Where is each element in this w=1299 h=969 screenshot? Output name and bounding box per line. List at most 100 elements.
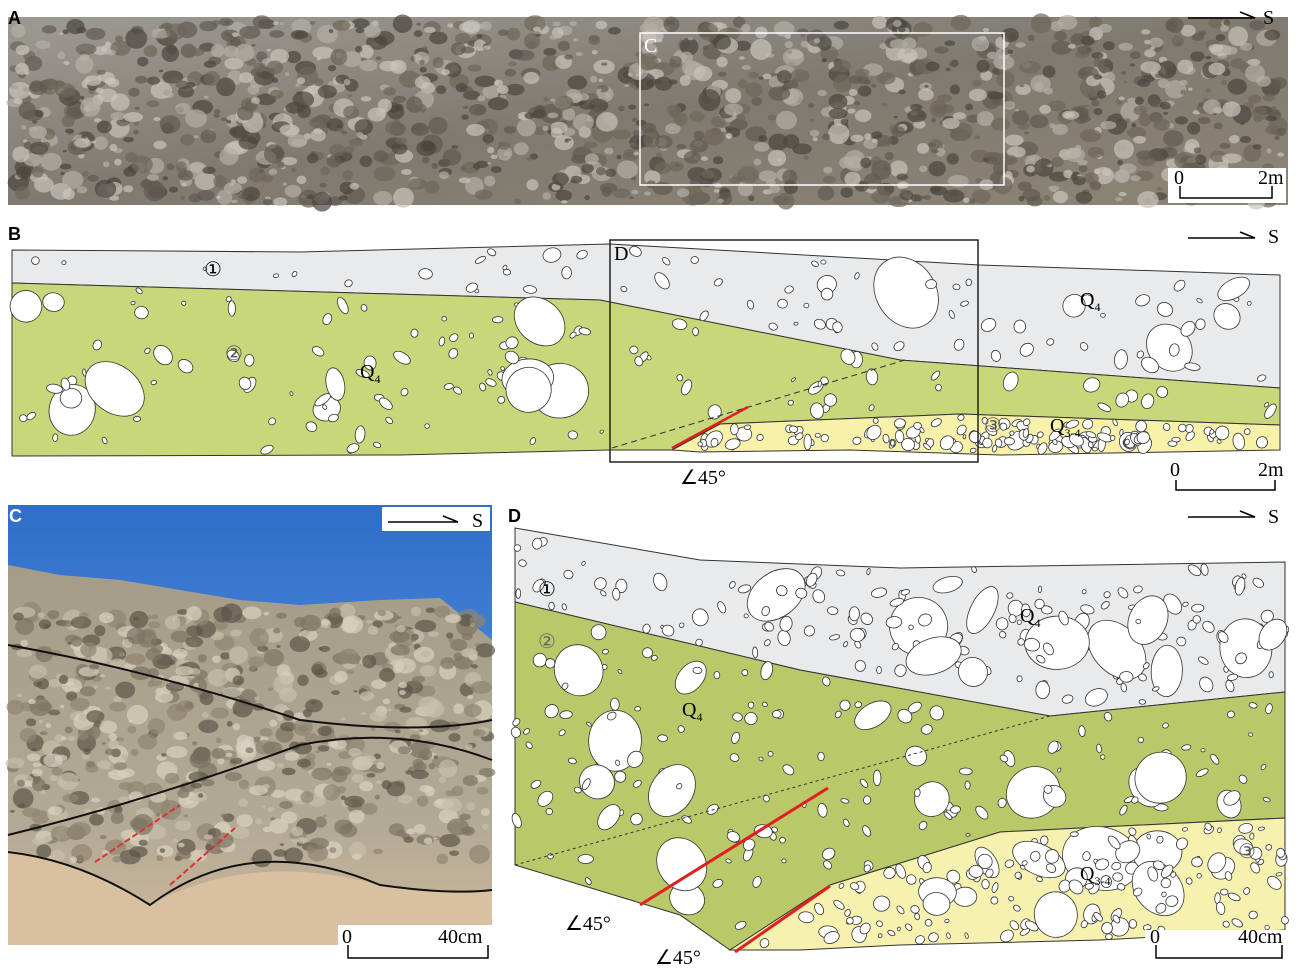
texture	[1093, 74, 1102, 80]
texture	[1137, 191, 1159, 209]
texture	[303, 708, 312, 718]
clast	[1138, 673, 1147, 682]
texture	[69, 822, 92, 838]
texture	[11, 23, 26, 38]
clast	[289, 391, 294, 396]
texture	[1075, 191, 1093, 204]
clast	[1127, 595, 1169, 645]
texture	[308, 837, 329, 850]
texture	[768, 86, 791, 101]
texture	[31, 166, 44, 178]
texture	[1067, 44, 1076, 49]
clast	[1095, 858, 1110, 871]
clast	[852, 436, 862, 445]
texture	[1163, 130, 1184, 147]
texture	[372, 848, 384, 855]
texture	[70, 636, 83, 647]
texture	[1093, 168, 1101, 175]
clast	[900, 589, 911, 596]
texture	[70, 616, 92, 629]
texture	[188, 794, 200, 802]
texture	[232, 32, 239, 37]
texture	[119, 849, 141, 865]
texture	[1251, 105, 1268, 121]
texture	[776, 70, 792, 84]
texture	[753, 158, 762, 166]
texture	[269, 89, 284, 100]
clast	[1132, 887, 1143, 897]
clast	[1036, 876, 1043, 883]
clast	[1142, 662, 1150, 670]
clast	[620, 285, 628, 293]
texture	[99, 835, 107, 840]
texture	[498, 29, 509, 37]
texture	[162, 176, 169, 181]
texture	[555, 189, 573, 202]
texture	[207, 668, 229, 687]
texture	[1171, 35, 1184, 47]
clast	[1084, 688, 1108, 707]
fault	[671, 405, 749, 450]
clast	[548, 601, 555, 611]
texture	[1124, 118, 1131, 123]
texture	[1033, 82, 1044, 91]
texture	[1003, 101, 1016, 110]
texture	[423, 26, 436, 34]
texture	[701, 169, 715, 179]
texture	[5, 757, 25, 769]
direction-arrow	[388, 515, 459, 523]
clast	[922, 862, 932, 874]
texture	[987, 91, 1004, 100]
texture	[418, 729, 424, 733]
texture	[43, 624, 51, 629]
texture	[389, 630, 411, 643]
clast	[868, 404, 875, 412]
clast	[1083, 377, 1101, 393]
texture	[860, 157, 872, 169]
formation-label: Q4	[360, 361, 380, 386]
clast	[244, 353, 255, 367]
clast	[1062, 293, 1086, 318]
clast	[1217, 276, 1251, 302]
clast	[1061, 694, 1074, 704]
texture	[439, 834, 461, 848]
texture	[348, 809, 365, 824]
texture	[734, 40, 752, 51]
texture	[48, 709, 61, 716]
texture	[931, 149, 939, 154]
texture	[394, 729, 401, 734]
texture	[768, 133, 789, 151]
texture	[308, 117, 325, 128]
clast	[891, 643, 899, 651]
texture	[1018, 181, 1032, 192]
texture	[70, 697, 90, 711]
clast	[981, 879, 990, 890]
clasts	[9, 245, 1277, 455]
clast	[922, 443, 931, 451]
texture	[1252, 144, 1262, 150]
panel-label: C	[9, 506, 22, 526]
texture	[1118, 96, 1125, 101]
clast	[866, 424, 882, 441]
clast	[511, 812, 522, 829]
texture	[566, 89, 582, 100]
texture	[459, 21, 480, 33]
texture	[476, 34, 483, 39]
texture	[23, 141, 32, 150]
texture	[153, 117, 161, 122]
clast	[305, 421, 318, 432]
texture	[458, 613, 474, 627]
texture	[310, 700, 317, 705]
clast	[676, 783, 683, 790]
clast	[805, 572, 818, 587]
clast	[1101, 922, 1113, 935]
clast	[529, 437, 537, 446]
texture	[782, 48, 805, 67]
texture	[1227, 78, 1247, 95]
clast	[829, 634, 841, 641]
texture	[432, 56, 444, 69]
texture	[399, 706, 412, 713]
texture	[125, 28, 148, 49]
clast	[726, 831, 741, 843]
clast	[1235, 652, 1247, 665]
